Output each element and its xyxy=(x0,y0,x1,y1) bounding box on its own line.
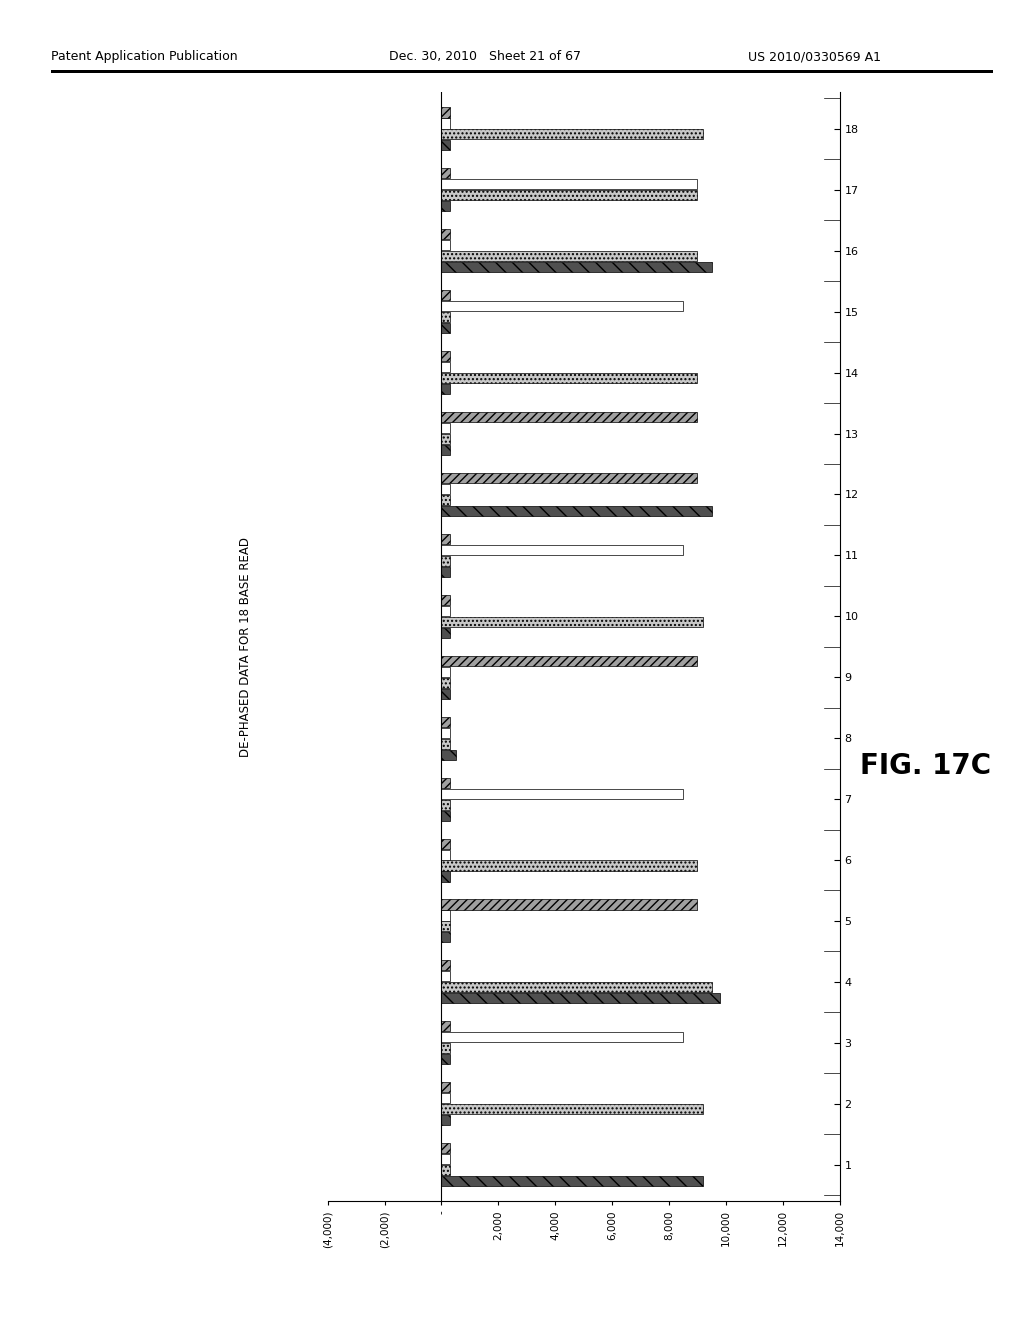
Bar xyxy=(441,1032,683,1043)
Bar xyxy=(441,362,450,372)
Bar xyxy=(441,251,697,261)
Bar xyxy=(441,351,450,362)
Bar xyxy=(441,312,450,322)
Bar xyxy=(441,911,450,920)
Bar xyxy=(441,616,703,627)
Bar xyxy=(441,899,697,909)
Bar xyxy=(441,1143,450,1154)
Bar xyxy=(441,545,683,554)
Bar xyxy=(441,628,450,638)
Bar xyxy=(441,263,712,272)
Bar xyxy=(441,850,450,859)
Bar xyxy=(441,290,450,301)
Bar xyxy=(441,129,703,140)
Text: Dec. 30, 2010   Sheet 21 of 67: Dec. 30, 2010 Sheet 21 of 67 xyxy=(389,50,582,63)
Bar xyxy=(441,606,450,616)
Bar xyxy=(441,506,712,516)
Bar xyxy=(441,810,450,821)
Bar xyxy=(441,1104,703,1114)
Bar xyxy=(441,374,697,383)
Bar xyxy=(441,800,450,809)
Bar xyxy=(441,533,450,544)
Bar xyxy=(441,169,450,178)
Bar xyxy=(441,667,450,677)
Text: US 2010/0330569 A1: US 2010/0330569 A1 xyxy=(748,50,881,63)
Bar xyxy=(441,1055,450,1064)
Bar xyxy=(441,788,683,799)
Bar xyxy=(441,434,450,444)
Bar xyxy=(441,323,450,333)
Bar xyxy=(441,301,683,312)
Bar xyxy=(441,384,450,395)
Bar xyxy=(441,230,450,239)
Bar xyxy=(441,595,450,605)
Bar xyxy=(441,838,450,849)
Bar xyxy=(441,777,450,788)
Bar xyxy=(441,861,697,871)
Bar xyxy=(441,119,450,128)
Bar xyxy=(441,1022,450,1031)
Text: DE-PHASED DATA FOR 18 BASE READ: DE-PHASED DATA FOR 18 BASE READ xyxy=(240,537,252,756)
Bar xyxy=(441,412,697,422)
Bar xyxy=(441,473,697,483)
Bar xyxy=(441,717,450,727)
Bar xyxy=(441,871,450,882)
Text: Patent Application Publication: Patent Application Publication xyxy=(51,50,238,63)
Bar xyxy=(441,190,697,201)
Bar xyxy=(441,445,450,455)
Bar xyxy=(441,727,450,738)
Bar xyxy=(441,1043,450,1053)
Bar xyxy=(441,739,450,748)
Bar xyxy=(441,921,450,932)
Bar xyxy=(441,201,450,211)
Bar xyxy=(441,556,450,566)
Bar xyxy=(441,1093,450,1104)
Bar xyxy=(441,932,450,942)
Bar xyxy=(441,1082,450,1093)
Bar xyxy=(441,107,450,117)
Bar xyxy=(441,689,450,698)
Bar xyxy=(441,484,450,494)
Bar xyxy=(441,495,450,506)
Bar xyxy=(441,140,450,150)
Bar xyxy=(441,961,450,970)
Bar xyxy=(441,750,456,760)
Text: FIG. 17C: FIG. 17C xyxy=(860,751,991,780)
Bar xyxy=(441,422,450,433)
Bar xyxy=(441,982,712,993)
Bar xyxy=(441,677,450,688)
Bar xyxy=(441,566,450,577)
Bar xyxy=(441,993,720,1003)
Bar xyxy=(441,1176,703,1187)
Bar xyxy=(441,1154,450,1164)
Bar xyxy=(441,1115,450,1125)
Bar xyxy=(441,240,450,251)
Bar xyxy=(441,972,450,982)
Bar xyxy=(441,180,697,190)
Bar xyxy=(441,656,697,665)
Bar xyxy=(441,1166,450,1175)
